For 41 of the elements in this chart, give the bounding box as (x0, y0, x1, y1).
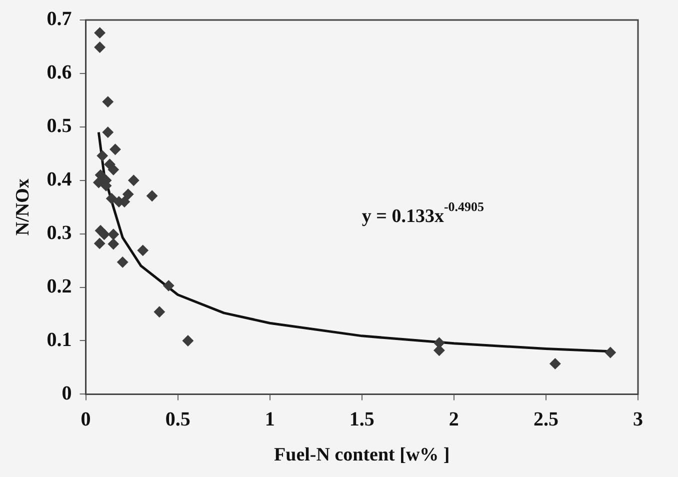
x-tick-label: 0.5 (165, 408, 190, 430)
y-tick-label: 0.7 (46, 8, 72, 30)
y-axis-title: N/NOx (12, 178, 34, 236)
point (146, 190, 158, 202)
x-tick-label: 2 (448, 408, 459, 430)
point (550, 358, 561, 370)
point (96, 150, 108, 162)
point (94, 42, 106, 53)
x-tick-label: 0 (80, 408, 91, 430)
point (128, 174, 140, 186)
point (93, 177, 104, 188)
point (108, 238, 119, 250)
y-tick-label: 0.4 (46, 168, 72, 191)
point (98, 228, 110, 240)
point (94, 27, 106, 38)
point (102, 96, 114, 108)
point (163, 280, 174, 292)
point (117, 256, 128, 268)
point (154, 306, 165, 318)
y-tick-label: 0 (62, 382, 72, 404)
y-tick-label: 0.1 (46, 328, 72, 351)
y-tick-label: 0.5 (46, 115, 72, 138)
point (110, 144, 121, 155)
y-tick-label: 0.2 (46, 275, 72, 298)
point (137, 244, 148, 256)
x-tick-label: 3 (633, 408, 643, 430)
point (182, 335, 194, 346)
x-axis-title: Fuel-N content [w% ] (274, 444, 450, 466)
point (604, 347, 616, 358)
point (108, 164, 119, 176)
point (108, 228, 119, 240)
x-tick-label: 1 (264, 408, 275, 430)
point (106, 193, 118, 204)
y-tick-label: 0.6 (46, 62, 72, 84)
point (94, 238, 106, 249)
x-tick-label: 2.5 (533, 408, 558, 430)
x-tick-label: 1.5 (349, 408, 374, 430)
point (122, 188, 134, 200)
point (95, 170, 106, 181)
point (102, 126, 114, 138)
y-tick-label: 0.3 (46, 222, 72, 244)
